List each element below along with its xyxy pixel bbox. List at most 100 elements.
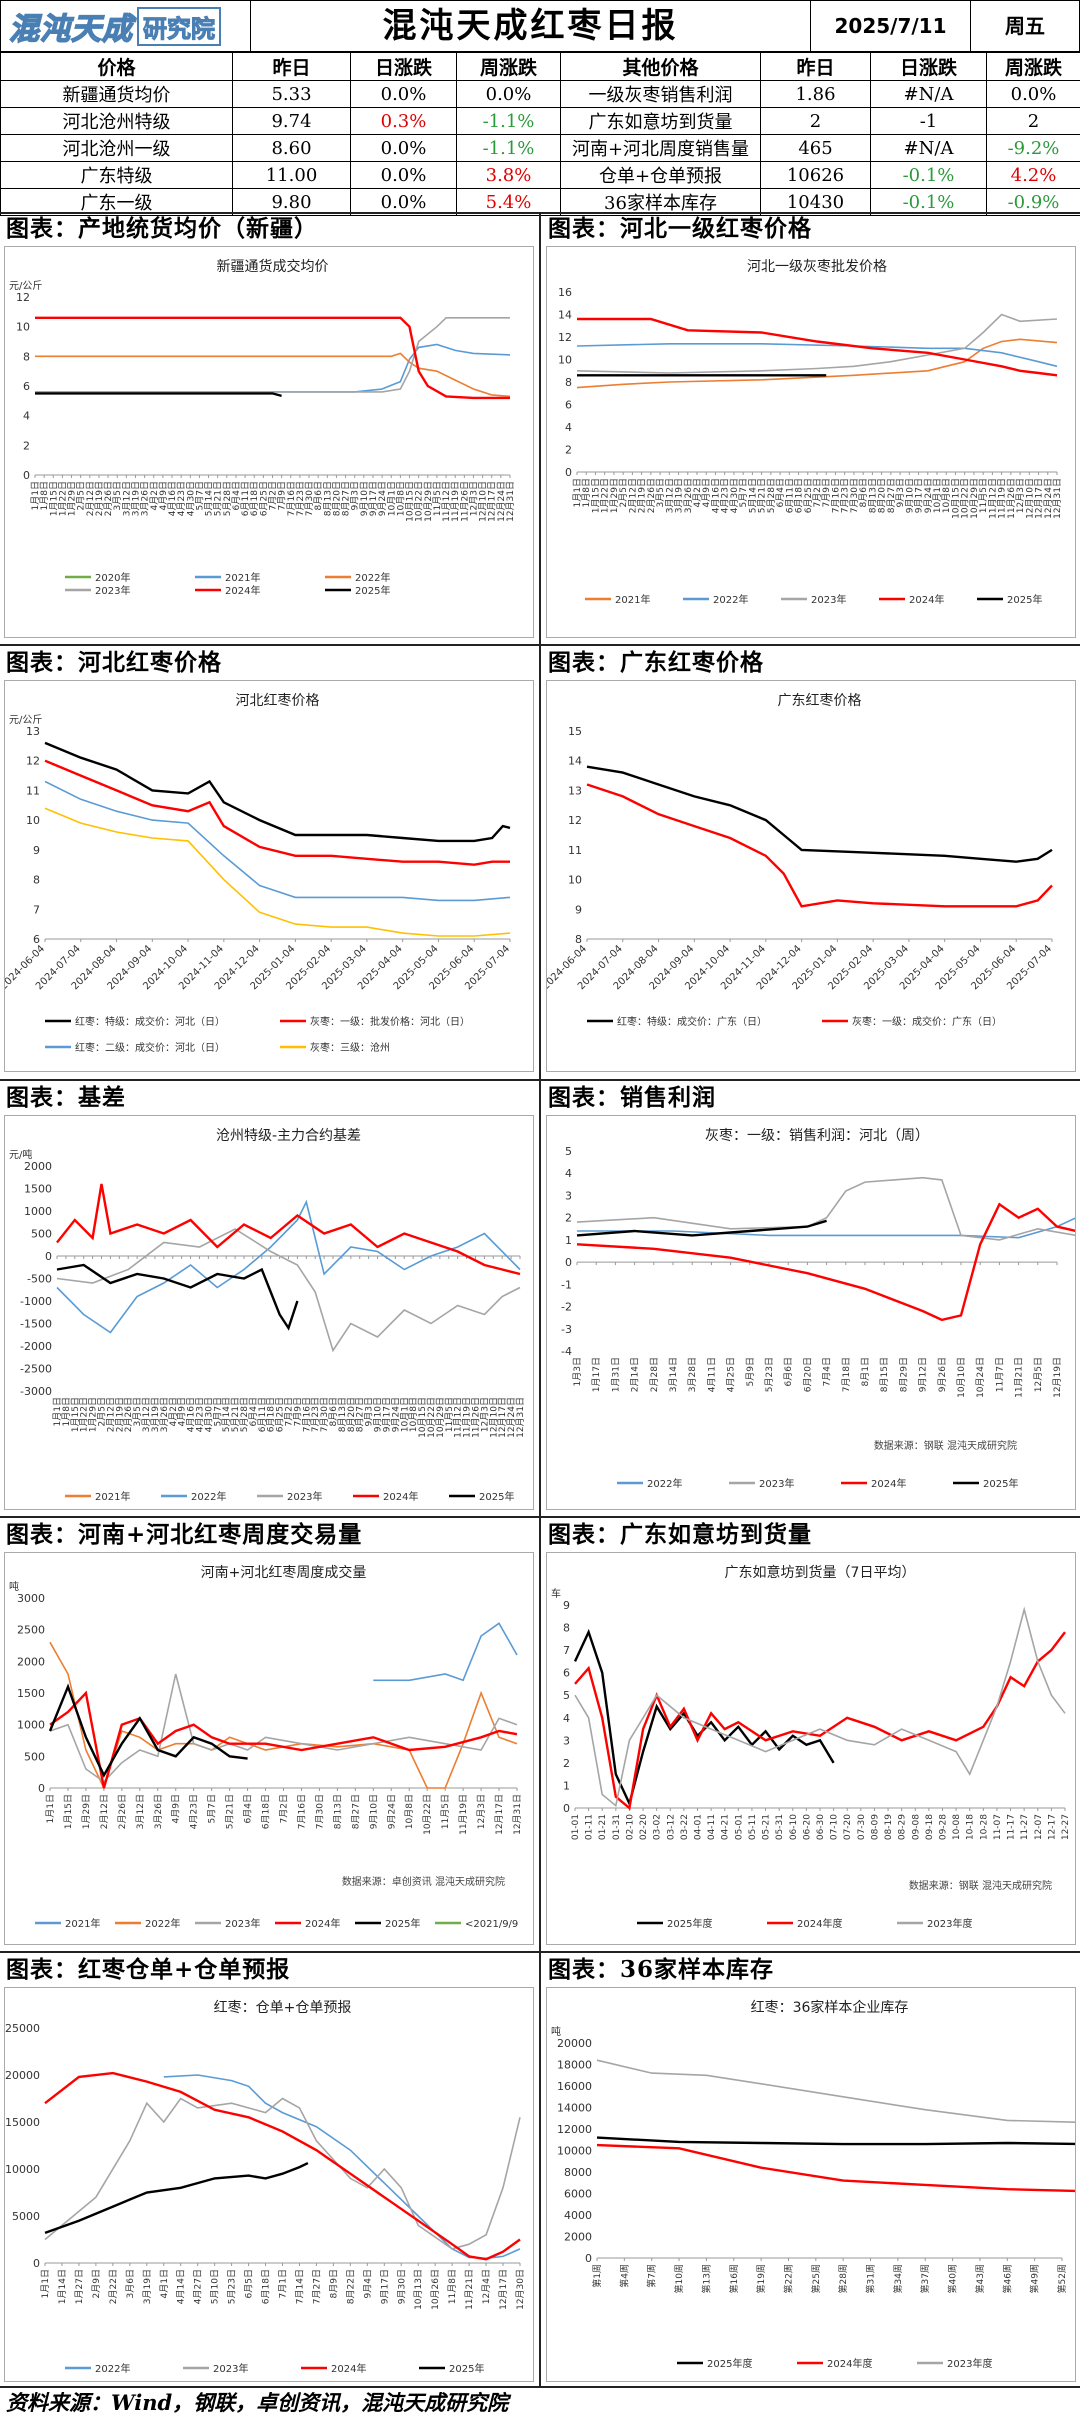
table-row: 河北沧州一级 8.60 0.0% -1.1% 河南+河北周度销售量 465 #N/A -9.2… bbox=[0, 134, 1080, 162]
x-tick-label: 12月24日 bbox=[1043, 478, 1054, 519]
legend-label: 2021年 bbox=[225, 571, 260, 584]
x-tick-label: 7月18日 bbox=[841, 1357, 852, 1392]
chart-xinjiang-price: 新疆通货成交均价 元/公斤 0 2 4 6 8 10 12 1月1日 1月8日 1月15日 1月22日 1… bbox=[4, 246, 534, 638]
x-tick-label: 2月19日 bbox=[637, 478, 648, 513]
data-source-note: 数据来源：钢联 混沌天成研究院 bbox=[874, 1439, 1017, 1452]
y-tick-label: -1000 bbox=[20, 1295, 52, 1308]
x-tick-label: 3月19日 bbox=[674, 478, 685, 513]
x-tick-label: 7月16日 bbox=[296, 1794, 307, 1829]
y-tick-label: 2000 bbox=[564, 2231, 592, 2244]
x-tick-label: 2月5日 bbox=[618, 478, 629, 507]
x-tick-label: 4月9日 bbox=[177, 1397, 188, 1426]
x-tick-label: 9月4日 bbox=[362, 2269, 373, 2298]
x-tick-label: 1月29日 bbox=[81, 1794, 92, 1829]
x-tick-label: 11月19日 bbox=[997, 478, 1008, 519]
x-tick-label: 11月19日 bbox=[450, 481, 461, 522]
x-tick-label: 4月9日 bbox=[171, 1794, 182, 1823]
x-tick-label: 6月18日 bbox=[261, 1794, 272, 1829]
x-tick-label: 9月10日 bbox=[368, 1794, 379, 1829]
x-tick-label: 12月17日 bbox=[487, 481, 498, 522]
legend-label: 2022年 bbox=[145, 1917, 180, 1930]
table-cell: 465 bbox=[760, 134, 871, 162]
logo-badge: 研究院 bbox=[137, 6, 221, 46]
x-tick-label: 第22周 bbox=[782, 2264, 794, 2293]
series-line-2 bbox=[56, 1228, 521, 1353]
table-cell: 广东一级 bbox=[0, 188, 233, 216]
x-tick-label: 7月30日 bbox=[314, 1794, 325, 1829]
x-tick-label: 12月3日 bbox=[476, 1794, 487, 1829]
y-tick-label: 2 bbox=[565, 444, 572, 457]
x-tick-label: 1月22日 bbox=[600, 478, 611, 513]
x-tick-label: 12月31日 bbox=[1052, 478, 1063, 519]
x-tick-label: 03-12 bbox=[666, 1814, 676, 1840]
legend-label: 2023年 bbox=[287, 1490, 322, 1503]
series-line-2 bbox=[574, 1606, 1066, 1808]
table-cell: 8.60 bbox=[232, 134, 351, 162]
series-line-1 bbox=[576, 343, 1058, 368]
x-tick-label: 05-21 bbox=[762, 1814, 772, 1840]
legend-label: 灰枣：三级：沧州 bbox=[310, 1041, 390, 1054]
x-tick-label: 10月24日 bbox=[975, 1357, 986, 1398]
x-tick-label: 3月6日 bbox=[125, 2269, 136, 2298]
x-tick-label: 8月15日 bbox=[879, 1357, 890, 1392]
x-tick-label: 4月30日 bbox=[185, 481, 196, 516]
y-tick-label: 1000 bbox=[17, 1719, 45, 1732]
y-tick-label: -2500 bbox=[20, 1363, 52, 1376]
chart-title: 灰枣：一级：销售利润：河北（周） bbox=[705, 1128, 929, 1144]
x-tick-label: 07-30 bbox=[857, 1814, 867, 1840]
chart-basis: 沧州特级-主力合约基差 元/吨 -3000 -2500 -2000 -1500 -1000 -… bbox=[4, 1115, 534, 1510]
y-tick-label: 11 bbox=[26, 784, 40, 797]
x-tick-label: 9月10日 bbox=[373, 1397, 384, 1432]
table-cell: -9.2% bbox=[986, 134, 1080, 162]
x-tick-label: 2月12日 bbox=[105, 1397, 116, 1432]
x-tick-label: 9月12日 bbox=[918, 1357, 929, 1392]
legend-label: 2021年 bbox=[95, 1490, 130, 1503]
x-tick-label: 4月25日 bbox=[726, 1357, 737, 1392]
x-tick-label: 4月30日 bbox=[729, 478, 740, 513]
x-tick-label: 4月16日 bbox=[710, 478, 721, 513]
y-tick-label: -500 bbox=[27, 1273, 52, 1286]
legend-label: 2023年度 bbox=[947, 2357, 992, 2370]
x-tick-label: 11月5日 bbox=[978, 478, 989, 513]
y-tick-label: 13 bbox=[568, 784, 582, 797]
x-tick-label: 10月13日 bbox=[413, 2269, 424, 2310]
x-tick-label: 11-17 bbox=[1007, 1814, 1017, 1840]
chart-title: 红枣：仓单+仓单预报 bbox=[214, 2000, 352, 2016]
x-tick-label: 第52周 bbox=[1056, 2264, 1068, 2293]
y-tick-label: 20000 bbox=[5, 2069, 40, 2082]
x-tick-label: 10月8日 bbox=[395, 481, 406, 516]
chart-hebei-grade1-price: 河北一级灰枣批发价格 0 2 4 6 8 10 12 14 16 1月1日 1月8日 1月15日 1月22… bbox=[546, 246, 1076, 638]
x-tick-label: 2月26日 bbox=[103, 481, 114, 516]
y-tick-label: 16000 bbox=[557, 2080, 592, 2093]
x-tick-label: 11月26日 bbox=[1006, 478, 1017, 519]
series-line-1 bbox=[596, 2143, 1075, 2193]
x-tick-label: 6月11日 bbox=[240, 481, 251, 516]
x-tick-label: 7月9日 bbox=[292, 1397, 303, 1426]
x-tick-label: 10月26日 bbox=[430, 2269, 441, 2310]
y-tick-label: 25000 bbox=[5, 2022, 40, 2035]
table-cell: 9.74 bbox=[232, 107, 351, 135]
x-tick-label: 4月2日 bbox=[692, 478, 703, 507]
x-tick-label: 1月3日 bbox=[572, 1357, 583, 1386]
x-tick-label: 10-18 bbox=[966, 1814, 976, 1840]
y-tick-label: 4 bbox=[563, 1712, 570, 1725]
legend-label: 2023年 bbox=[759, 1477, 794, 1490]
legend-label: 2025年 bbox=[479, 1490, 514, 1503]
series-line-1 bbox=[586, 783, 1053, 908]
x-tick-label: 06-30 bbox=[816, 1814, 826, 1840]
y-axis-unit: 车 bbox=[551, 1587, 561, 1600]
legend-label: 灰枣：一级：批发价格：河北（日） bbox=[310, 1015, 470, 1028]
x-tick-label: 12月17日 bbox=[498, 2269, 509, 2310]
chart-weekly-volume: 河南+河北红枣周度成交量吨 0 500 1000 1500 2000 2500 3000 1月1… bbox=[4, 1552, 534, 1945]
x-tick-label: 10月15日 bbox=[950, 478, 961, 519]
series-line-3 bbox=[44, 2162, 309, 2235]
table-cell: 河南+河北周度销售量 bbox=[560, 134, 761, 162]
x-tick-label: 5月9日 bbox=[745, 1357, 756, 1386]
x-tick-label: 8月13日 bbox=[337, 1397, 348, 1432]
y-tick-label: 3 bbox=[565, 1189, 572, 1202]
x-tick-label: 10月8日 bbox=[404, 1794, 415, 1829]
y-tick-label: 9 bbox=[575, 903, 582, 916]
x-tick-label: 8月27日 bbox=[350, 1794, 361, 1829]
x-tick-label: 12月10日 bbox=[488, 1397, 499, 1438]
